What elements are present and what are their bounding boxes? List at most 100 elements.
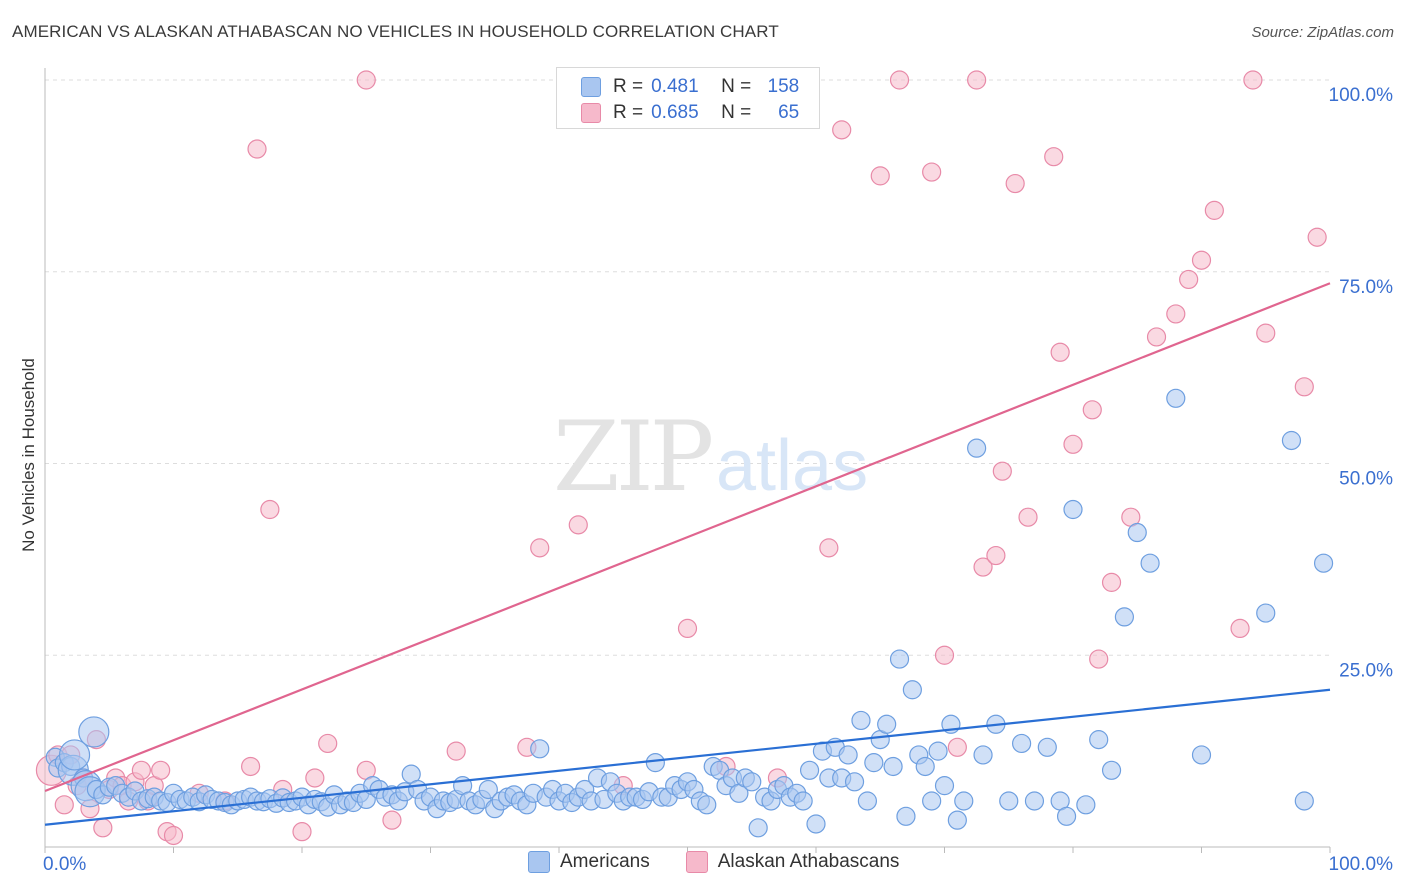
americans-point (844, 772, 865, 792)
americans-point (973, 745, 993, 765)
n-value: 65 (778, 102, 800, 123)
americans-point (1114, 607, 1135, 627)
americans-point (58, 739, 91, 771)
alaskan-athabascans-point (568, 515, 588, 535)
alaskan-athabascans-point (973, 557, 993, 577)
americans-point (1166, 388, 1186, 408)
alaskan-athabascans-point (922, 162, 942, 182)
legend-row-americans: R = 0.481 N = 158 (581, 75, 799, 99)
alaskan-athabascans-point (247, 139, 267, 159)
alaskan-athabascans-point (1294, 377, 1314, 397)
y-tick-label: 100.0% (1329, 85, 1394, 106)
americans-point (1140, 553, 1160, 573)
r-label: R = (613, 76, 644, 97)
americans-point (1076, 795, 1096, 815)
americans-point (1037, 737, 1057, 757)
r-label: R = (613, 102, 644, 123)
alaskan-athabascans-point (1243, 70, 1263, 90)
alaskan-athabascans-point (986, 545, 1006, 566)
americans-point (742, 772, 762, 792)
r-value: 0.481 (651, 76, 699, 97)
alaskan-athabascans-point (967, 70, 987, 90)
alaskan-athabascans-point (356, 70, 376, 90)
americans-point (947, 810, 967, 830)
alaskan-athabascans-swatch (581, 103, 601, 123)
americans-point (806, 814, 826, 834)
americans-point (1089, 730, 1109, 750)
americans-point (1313, 553, 1334, 573)
alaskan-athabascans-point (1230, 618, 1250, 639)
alaskan-athabascans-point (934, 645, 955, 665)
americans-point (1101, 760, 1122, 780)
americans-point (1024, 791, 1045, 811)
alaskan-athabascans-point (1018, 507, 1038, 527)
americans-swatch (528, 851, 550, 873)
x-tick-label: 0.0% (43, 854, 86, 875)
americans-point (1294, 791, 1314, 811)
r-value: 0.685 (651, 102, 699, 123)
alaskan-athabascans-point (992, 461, 1012, 481)
alaskan-athabascans-point (131, 760, 151, 780)
legend-item-americans[interactable]: Americans (528, 851, 650, 873)
alaskan-athabascans-point (819, 538, 839, 558)
alaskan-athabascans-point (1204, 200, 1224, 220)
alaskan-athabascans-point (947, 737, 967, 757)
alaskan-athabascans-point (889, 70, 910, 90)
americans-swatch (581, 77, 601, 97)
alaskan-athabascans-point (1044, 147, 1064, 167)
americans-point (896, 806, 916, 826)
americans-point (934, 776, 955, 796)
legend-row-alaskan-athabascans: R = 0.685 N = 65 (581, 101, 799, 125)
alaskan-athabascans-point (1191, 250, 1212, 270)
chart-title: AMERICAN VS ALASKAN ATHABASCAN NO VEHICL… (12, 22, 779, 41)
americans-point (1011, 733, 1032, 754)
alaskan-athabascans-point (93, 818, 113, 838)
alaskan-athabascans-trend-line (44, 282, 1331, 793)
n-value: 158 (767, 76, 800, 97)
alaskan-athabascans-point (305, 768, 325, 788)
americans-point (883, 756, 903, 777)
series-legend: Americans Alaskan Athabascans (528, 851, 935, 873)
grid-layer (45, 79, 1330, 656)
alaskan-athabascans-point (1179, 269, 1199, 290)
y-tick-label: 25.0% (1339, 660, 1393, 681)
watermark-atlas: atlas (716, 426, 868, 506)
source-label: Source: ZipAtlas.com (1251, 24, 1394, 41)
alaskan-athabascans-point (54, 795, 74, 815)
legend-label: Alaskan Athabascans (717, 851, 900, 872)
alaskan-athabascans-point (382, 810, 402, 830)
americans-point (793, 791, 813, 811)
legend-label: Americans (560, 851, 650, 872)
alaskan-athabascans-point (1166, 304, 1186, 324)
legend-item-alaskan-athabascans[interactable]: Alaskan Athabascans (685, 851, 900, 873)
y-axis-title: No Vehicles in Household (19, 358, 38, 552)
americans-point (922, 791, 942, 811)
americans-point (1191, 745, 1212, 765)
alaskan-athabascans-point (260, 499, 280, 520)
americans-point (954, 791, 974, 811)
alaskan-athabascans-point (1101, 572, 1122, 592)
y-tick-label: 50.0% (1339, 469, 1393, 490)
correlation-legend: R = 0.481 N = 158 R = 0.685 N = 65 (556, 67, 820, 129)
alaskan-athabascans-point (677, 618, 698, 639)
americans-point (799, 760, 820, 780)
alaskan-athabascans-point (1082, 400, 1102, 420)
alaskan-athabascans-point (318, 733, 338, 754)
alaskan-athabascans-point (292, 822, 312, 842)
americans-point (915, 756, 935, 777)
alaskan-athabascans-point (832, 120, 852, 140)
americans-point (889, 649, 910, 669)
alaskan-athabascans-point (870, 166, 890, 186)
americans-point (838, 745, 858, 765)
watermark-zip: ZIP (553, 401, 712, 513)
x-tick-label: 100.0% (1329, 854, 1394, 875)
americans-point (928, 741, 948, 761)
alaskan-athabascans-point (1146, 327, 1167, 347)
alaskan-athabascans-point (1307, 227, 1327, 247)
americans-point (902, 680, 922, 700)
americans-point (1256, 603, 1276, 623)
americans-trend-line (44, 688, 1331, 826)
alaskan-athabascans-swatch (685, 851, 708, 873)
americans-point (851, 710, 871, 731)
